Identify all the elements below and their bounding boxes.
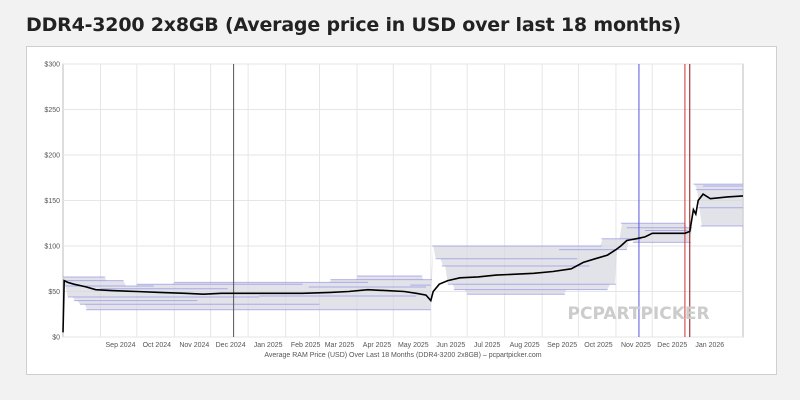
y-tick-label: $0 xyxy=(52,335,60,342)
price-history-chart: PCPARTPICKER $0 $50 $100 $150 $200 $250 $300 Se… xyxy=(44,62,744,359)
y-tick-label: $150 xyxy=(44,198,60,205)
x-tick-label: Jan 2026 xyxy=(695,342,724,349)
y-tick-label: $300 xyxy=(44,62,60,69)
page-title: DDR4-3200 2x8GB (Average price in USD ov… xyxy=(26,14,681,36)
y-tick-label: $200 xyxy=(44,153,60,160)
average-price-line xyxy=(62,193,744,333)
x-tick-label: Apr 2025 xyxy=(363,342,392,349)
x-tick-label: Aug 2025 xyxy=(510,342,540,349)
vertical-marker-layer xyxy=(233,64,691,337)
x-tick-label: Nov 2025 xyxy=(621,342,651,349)
y-tick-label: $100 xyxy=(44,244,60,251)
x-tick-label: Jun 2025 xyxy=(436,342,465,349)
x-tick-label: Dec 2024 xyxy=(216,342,246,349)
chart-caption: Average RAM Price (USD) Over Last 18 Mon… xyxy=(264,352,541,359)
y-tick-label: $250 xyxy=(44,107,60,114)
x-tick-label: Feb 2025 xyxy=(291,342,321,349)
x-tick-label: Sep 2025 xyxy=(547,342,577,349)
x-tick-label: Sep 2024 xyxy=(106,342,136,349)
axis-layer: $0 $50 $100 $150 $200 $250 $300 Sep 2024 Oct 202… xyxy=(44,62,724,350)
x-tick-label: Jul 2025 xyxy=(474,342,501,349)
x-tick-label: Oct 2025 xyxy=(584,342,613,349)
x-tick-label: Jan 2025 xyxy=(254,342,283,349)
x-tick-label: Dec 2025 xyxy=(657,342,687,349)
chart-frame: PCPARTPICKER $0 $50 $100 $150 $200 $250 $300 Se… xyxy=(26,46,777,375)
x-tick-label: May 2025 xyxy=(398,342,429,349)
x-tick-label: Oct 2024 xyxy=(143,342,172,349)
x-tick-label: Nov 2024 xyxy=(179,342,209,349)
x-tick-label: Mar 2025 xyxy=(325,342,355,349)
price-spread-band xyxy=(63,184,743,310)
pcpartpicker-watermark: PCPARTPICKER xyxy=(568,304,710,324)
y-tick-label: $50 xyxy=(48,289,60,296)
price-band-layer xyxy=(63,184,743,310)
average-price-layer xyxy=(62,193,744,333)
